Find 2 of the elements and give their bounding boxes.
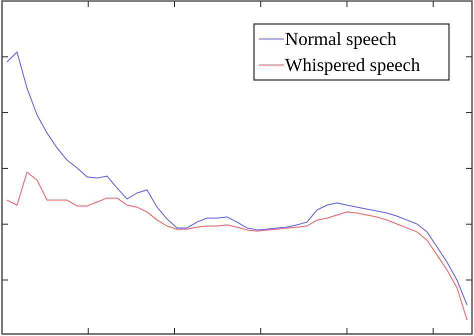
legend-label: Normal speech [285, 30, 396, 50]
legend-label: Whispered speech [285, 56, 420, 76]
